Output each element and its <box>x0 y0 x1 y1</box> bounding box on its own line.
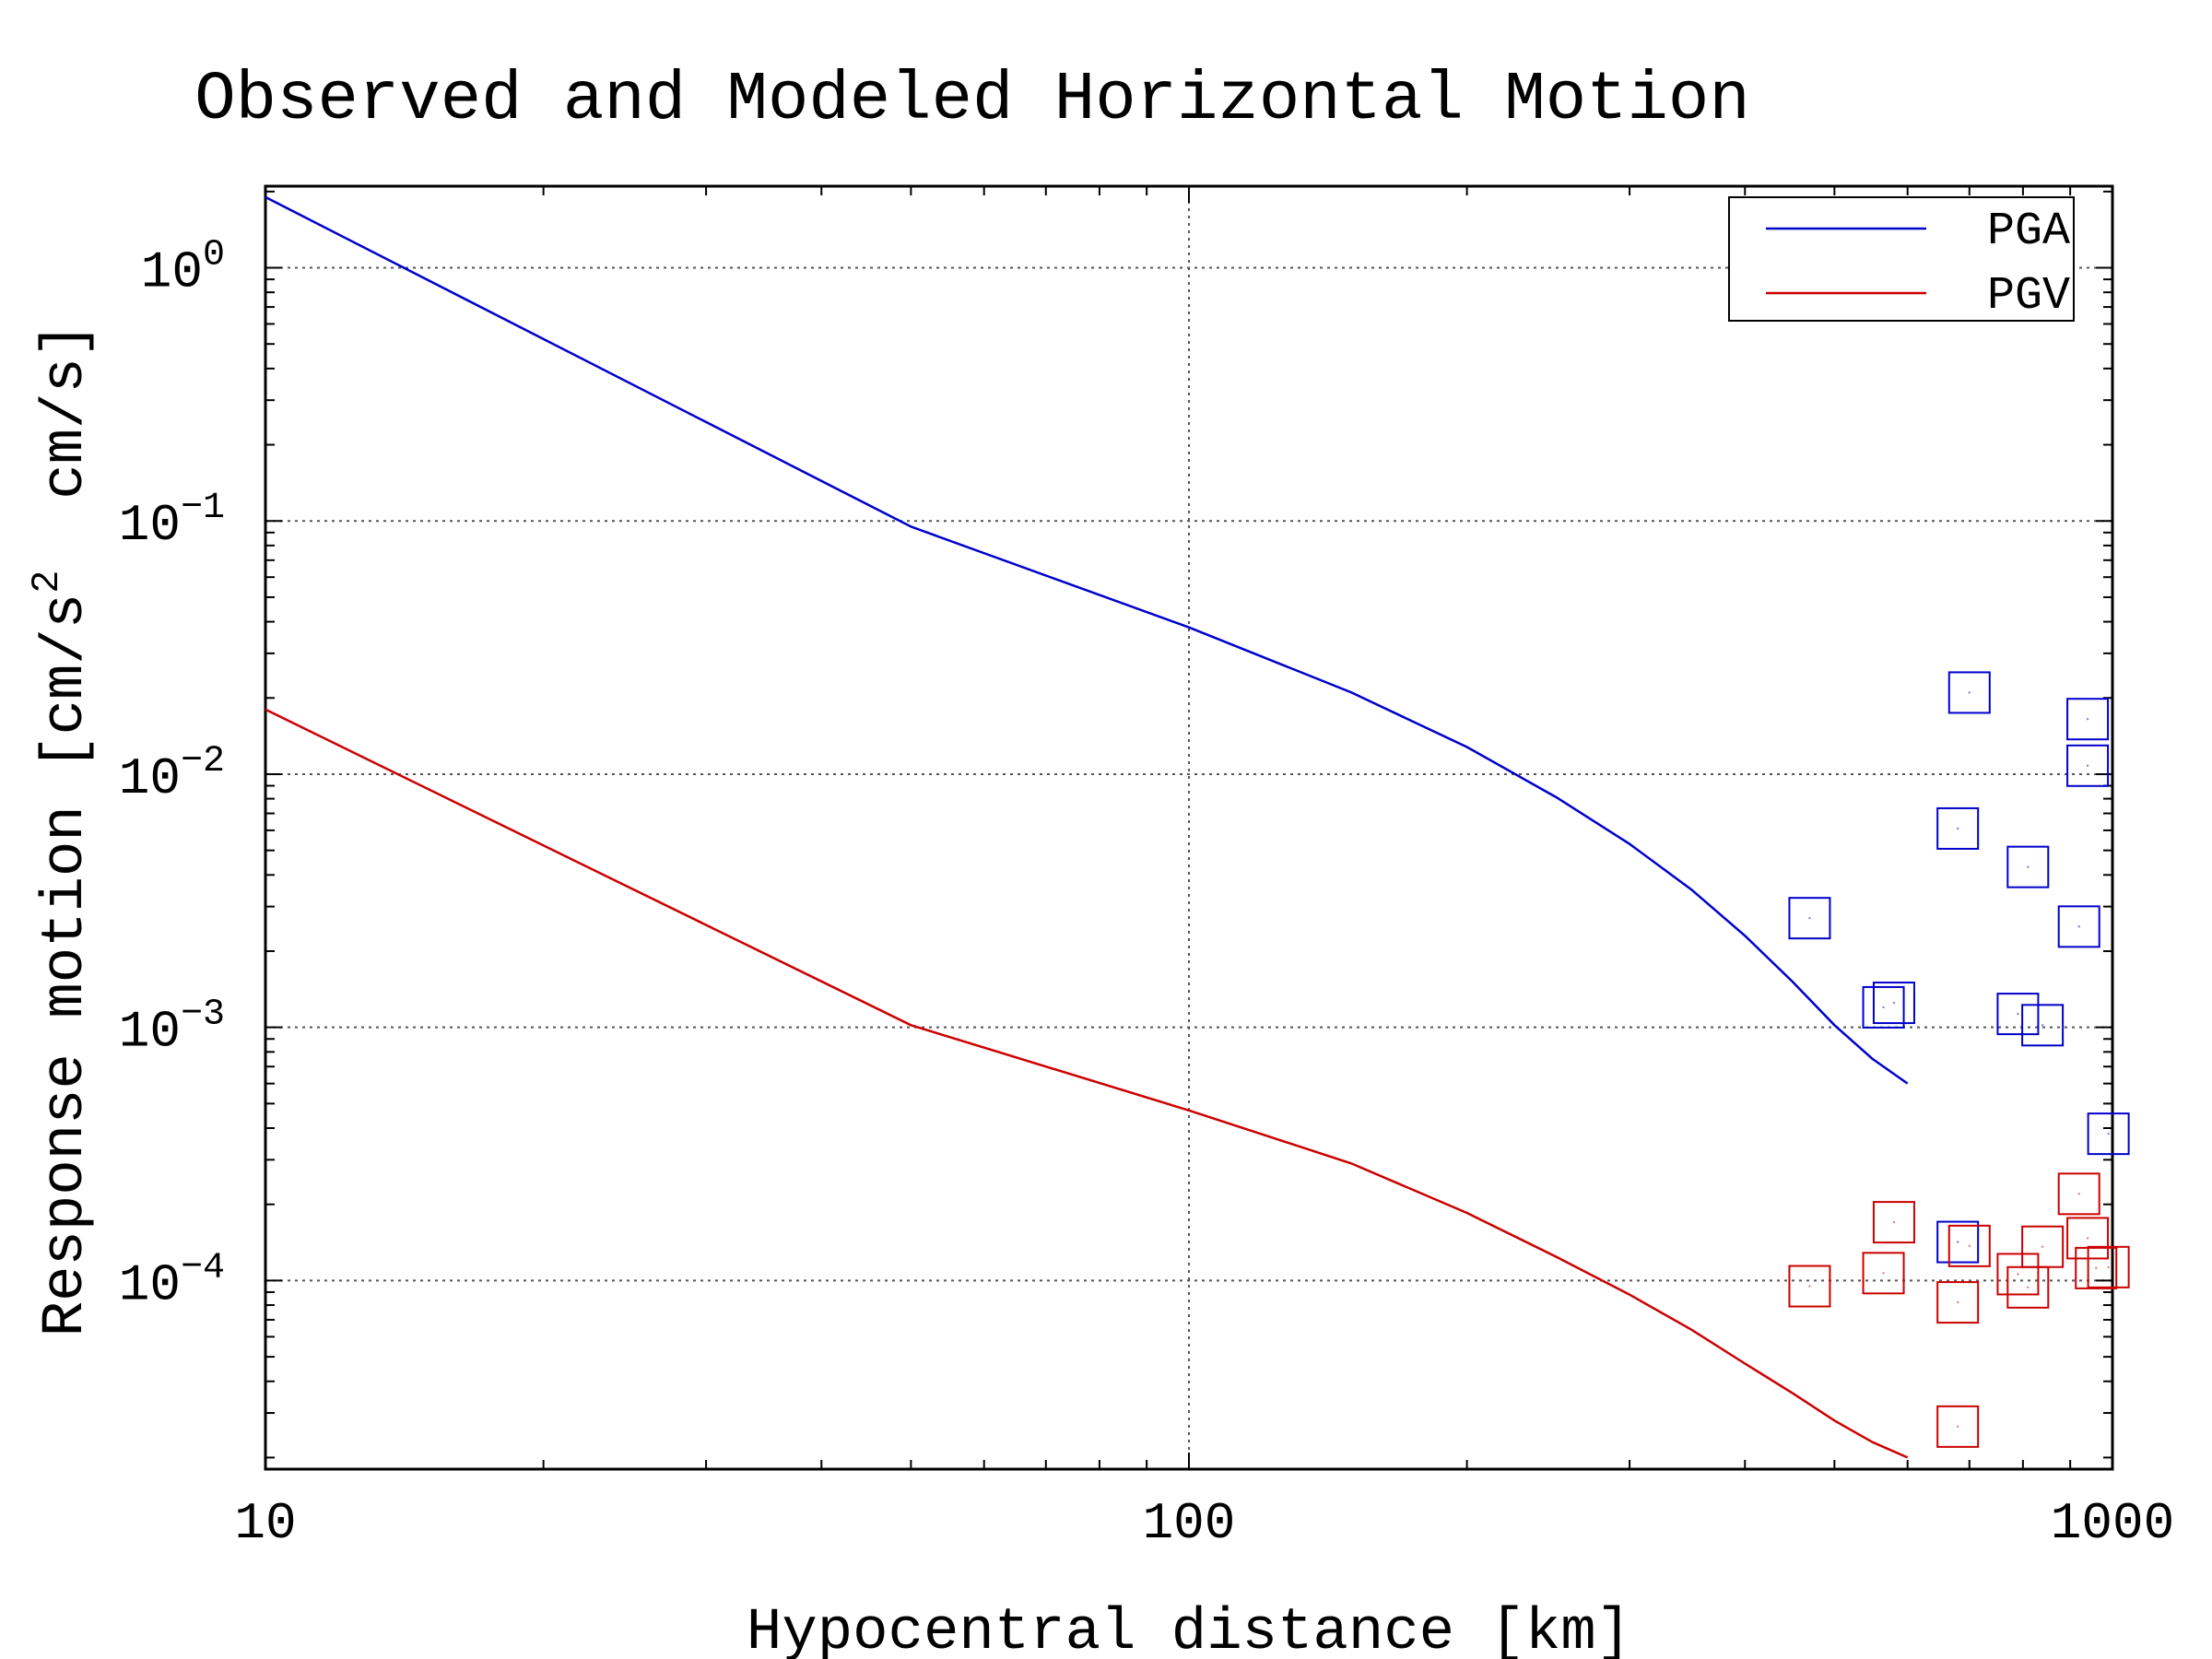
observation-marker-pga <box>2087 1112 2130 1156</box>
observation-marker-center <box>1956 827 1959 830</box>
x-tick-label: 10 <box>234 1494 296 1553</box>
observation-marker-pga <box>1872 982 1915 1025</box>
observation-marker-center <box>2041 1024 2044 1027</box>
observation-marker-center <box>2086 1237 2089 1240</box>
y-tick-label-base: 10 <box>119 1003 181 1062</box>
observation-marker-center <box>1892 1220 1896 1224</box>
x-tick-labels: 10 100 1000 <box>234 1494 2174 1553</box>
observation-marker-pgv <box>1936 1281 1980 1324</box>
grid <box>265 186 2112 1469</box>
observation-marker-center <box>1956 1425 1959 1429</box>
x-axis-label: Hypocentral distance [km] <box>747 1600 1631 1659</box>
observation-marker-pga <box>1788 897 1831 940</box>
y-tick-label-base: 10 <box>119 1255 181 1314</box>
observation-marker-pgv <box>1947 1224 1991 1267</box>
series-lines <box>265 195 1909 1459</box>
y-tick-label-base: 10 <box>119 749 181 808</box>
observation-marker-center <box>1956 1241 1959 1243</box>
observation-marker-center <box>2086 764 2089 767</box>
observation-markers <box>1788 671 2130 1448</box>
y-axis-label: Response motion [cm/s2 cm/s] <box>25 323 100 1337</box>
y-tick-label: 10−1 <box>119 488 225 555</box>
observation-marker-pgv <box>1936 1405 1980 1448</box>
observation-marker-center <box>1968 1244 1971 1248</box>
y-axis-label-superscript: 2 <box>25 571 69 594</box>
y-tick-label: 10−4 <box>119 1247 225 1314</box>
y-tick-label-exponent: −3 <box>181 994 225 1036</box>
observation-marker-pga <box>1936 1220 1980 1264</box>
y-axis-label-suffix: cm/s] <box>33 323 100 571</box>
observation-marker-center <box>2095 1266 2098 1270</box>
observation-marker-pga <box>2057 905 2100 948</box>
y-tick-label-base: 10 <box>119 496 181 555</box>
y-tick-label-exponent: −1 <box>181 488 225 529</box>
y-tick-label: 10−3 <box>119 994 225 1062</box>
y-tick-label-exponent: 0 <box>203 235 225 276</box>
axis-ticks <box>265 186 2112 1469</box>
observation-marker-pga <box>2066 698 2110 741</box>
y-tick-label: 100 <box>141 235 225 302</box>
observation-marker-pgv <box>2087 1245 2130 1288</box>
observation-marker-pga <box>2021 1004 2065 1047</box>
observation-marker-center <box>2077 1193 2080 1195</box>
observation-marker-center <box>1968 691 1971 694</box>
observation-marker-pgv <box>2075 1246 2118 1289</box>
y-tick-label-exponent: −2 <box>181 741 225 782</box>
chart-title: Observed and Modeled Horizontal Motion <box>194 62 1749 139</box>
series-line-pgv <box>265 708 1909 1459</box>
series-line-pga <box>265 195 1909 1085</box>
observation-marker-center <box>2027 865 2030 868</box>
legend: PGA PGV <box>1728 196 2075 323</box>
y-tick-label-exponent: −4 <box>181 1247 225 1288</box>
y-axis-label-prefix: Response motion [cm/s <box>33 594 100 1337</box>
observation-marker-center <box>2077 925 2080 928</box>
observation-marker-center <box>2086 718 2089 721</box>
observation-marker-center <box>1808 1285 1811 1288</box>
observation-marker-pga <box>1947 671 1991 714</box>
x-tick-label: 100 <box>1143 1494 1236 1553</box>
observation-marker-center <box>1956 1300 1959 1304</box>
observation-marker-center <box>2107 1132 2110 1135</box>
observation-marker-pgv <box>2021 1225 2065 1268</box>
observation-marker-center <box>2017 1273 2019 1276</box>
observation-marker-center <box>2041 1245 2044 1248</box>
observation-marker-pga <box>1862 985 1905 1029</box>
observation-marker-pgv <box>1788 1265 1831 1308</box>
y-tick-label: 10−2 <box>119 741 225 808</box>
observation-marker-pga <box>2006 845 2050 888</box>
y-tick-label-base: 10 <box>141 243 203 302</box>
observation-marker-center <box>2107 1265 2110 1269</box>
observation-marker-center <box>1882 1272 1885 1275</box>
observation-marker-pgv <box>1872 1201 1915 1244</box>
observation-marker-center <box>2017 1012 2019 1016</box>
legend-box <box>1728 196 2075 322</box>
observation-marker-center <box>1892 1001 1896 1005</box>
legend-label-pgv: PGV <box>1987 270 2070 323</box>
observation-marker-pga <box>2066 744 2110 787</box>
observation-marker-pgv <box>1862 1252 1905 1295</box>
observation-marker-center <box>1882 1006 1885 1009</box>
observation-marker-pga <box>1936 806 1980 850</box>
legend-label-pga: PGA <box>1987 206 2070 258</box>
observation-marker-pgv <box>1996 1253 2040 1296</box>
observation-marker-pga <box>1996 993 2040 1036</box>
x-tick-label: 1000 <box>2051 1494 2174 1553</box>
observation-marker-center <box>2027 1286 2030 1288</box>
observation-marker-pgv <box>2057 1172 2100 1216</box>
observation-marker-center <box>1808 916 1811 920</box>
